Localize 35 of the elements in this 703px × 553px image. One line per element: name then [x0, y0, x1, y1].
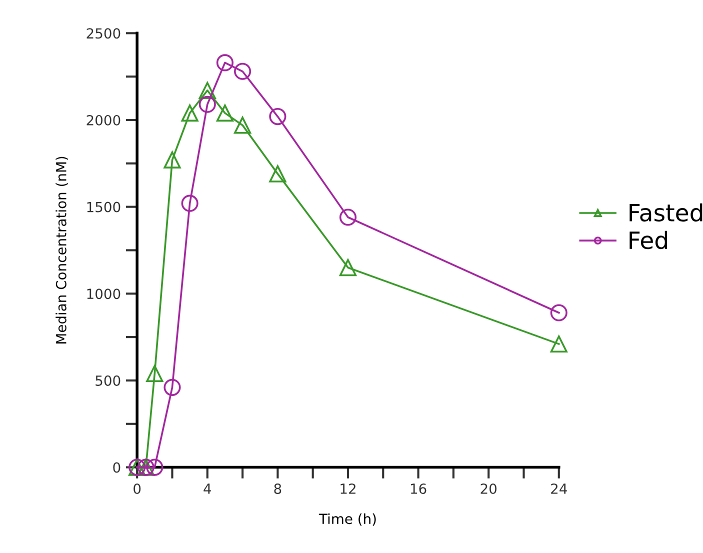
point — [339, 208, 357, 226]
point — [164, 378, 181, 396]
x-axis-title: Time (h) — [318, 513, 376, 526]
x-tick-label: 16 — [410, 484, 426, 494]
point — [550, 304, 568, 322]
point — [164, 151, 181, 168]
y-tick-label: 2500 — [86, 28, 120, 39]
x-tick-label: 8 — [274, 484, 282, 494]
y-axis-title: Median Concentration (nM) — [56, 156, 68, 344]
y-tick-label: 500 — [96, 375, 120, 386]
point — [234, 62, 252, 80]
point — [146, 458, 164, 476]
x-tick-label: 4 — [204, 484, 212, 494]
point — [339, 259, 357, 276]
point — [216, 104, 234, 122]
point — [550, 335, 568, 353]
point — [198, 96, 216, 113]
y-tick-label: 0 — [113, 462, 120, 473]
y-tick-label: 1000 — [87, 288, 120, 300]
y-tick-label: 1500 — [87, 202, 120, 212]
point — [269, 108, 286, 126]
point — [146, 364, 164, 382]
point — [216, 54, 234, 72]
point — [269, 165, 286, 182]
x-tick-label: 12 — [340, 484, 356, 494]
legend-label: Fed — [630, 230, 668, 250]
y-tick-label: 2000 — [86, 114, 120, 126]
x-tick-label: 0 — [134, 484, 141, 494]
point — [234, 116, 252, 134]
legend-label: Fasted — [630, 203, 702, 222]
point — [181, 104, 198, 122]
point — [198, 82, 216, 100]
point — [181, 194, 198, 212]
x-tick-label: 24 — [551, 484, 567, 494]
x-tick-label: 20 — [480, 484, 496, 494]
